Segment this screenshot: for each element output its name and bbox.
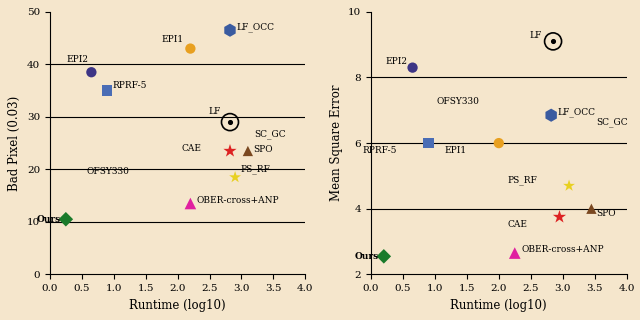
Text: OFSY330: OFSY330 xyxy=(436,97,479,106)
Point xyxy=(86,70,97,75)
Text: SPO: SPO xyxy=(253,145,273,154)
Text: LF: LF xyxy=(208,107,220,116)
Text: EPI1: EPI1 xyxy=(162,35,184,44)
Point xyxy=(225,148,235,154)
Point xyxy=(554,214,564,220)
Point xyxy=(548,39,558,44)
Text: PS_RF: PS_RF xyxy=(508,175,537,185)
Point xyxy=(564,183,574,188)
Point xyxy=(586,119,596,124)
Point xyxy=(225,120,235,125)
X-axis label: Runtime (log10): Runtime (log10) xyxy=(451,299,547,312)
Text: Ours: Ours xyxy=(36,215,61,224)
Text: SC_GC: SC_GC xyxy=(254,129,286,139)
Point xyxy=(548,39,558,44)
Y-axis label: Bad Pixel (0.03): Bad Pixel (0.03) xyxy=(8,95,21,191)
Point xyxy=(225,120,235,125)
Point xyxy=(170,164,180,169)
Point xyxy=(243,133,253,138)
Point xyxy=(509,251,520,256)
Text: OFSY330: OFSY330 xyxy=(87,167,130,177)
Point xyxy=(225,28,235,33)
Text: LF_OCC: LF_OCC xyxy=(557,108,596,117)
Point xyxy=(185,46,195,51)
Text: OBER-cross+ANP: OBER-cross+ANP xyxy=(521,245,604,254)
Text: SC_GC: SC_GC xyxy=(596,117,628,127)
Point xyxy=(102,88,113,93)
Text: RPRF-5: RPRF-5 xyxy=(362,146,397,155)
Text: CAE: CAE xyxy=(508,220,527,229)
Point xyxy=(586,206,596,211)
Text: SPO: SPO xyxy=(596,209,616,218)
Text: OBER-cross+ANP: OBER-cross+ANP xyxy=(196,196,280,205)
Point xyxy=(243,148,253,154)
Text: PS_RF: PS_RF xyxy=(240,164,270,174)
Text: LF: LF xyxy=(529,31,541,40)
Point xyxy=(424,140,434,146)
Text: Ours: Ours xyxy=(355,252,379,261)
Point xyxy=(506,104,516,109)
Text: EPI1: EPI1 xyxy=(445,146,467,155)
Point xyxy=(546,113,556,118)
Point xyxy=(493,140,504,146)
Y-axis label: Mean Square Error: Mean Square Error xyxy=(330,85,342,201)
Point xyxy=(408,65,418,70)
Text: CAE: CAE xyxy=(181,144,201,153)
Text: LF_OCC: LF_OCC xyxy=(236,23,275,32)
Point xyxy=(230,175,240,180)
X-axis label: Runtime (log10): Runtime (log10) xyxy=(129,299,226,312)
Text: EPI2: EPI2 xyxy=(66,55,88,64)
Point xyxy=(379,254,389,259)
Point xyxy=(61,217,71,222)
Text: RPRF-5: RPRF-5 xyxy=(113,81,147,90)
Text: EPI2: EPI2 xyxy=(385,57,408,66)
Point xyxy=(185,201,195,206)
